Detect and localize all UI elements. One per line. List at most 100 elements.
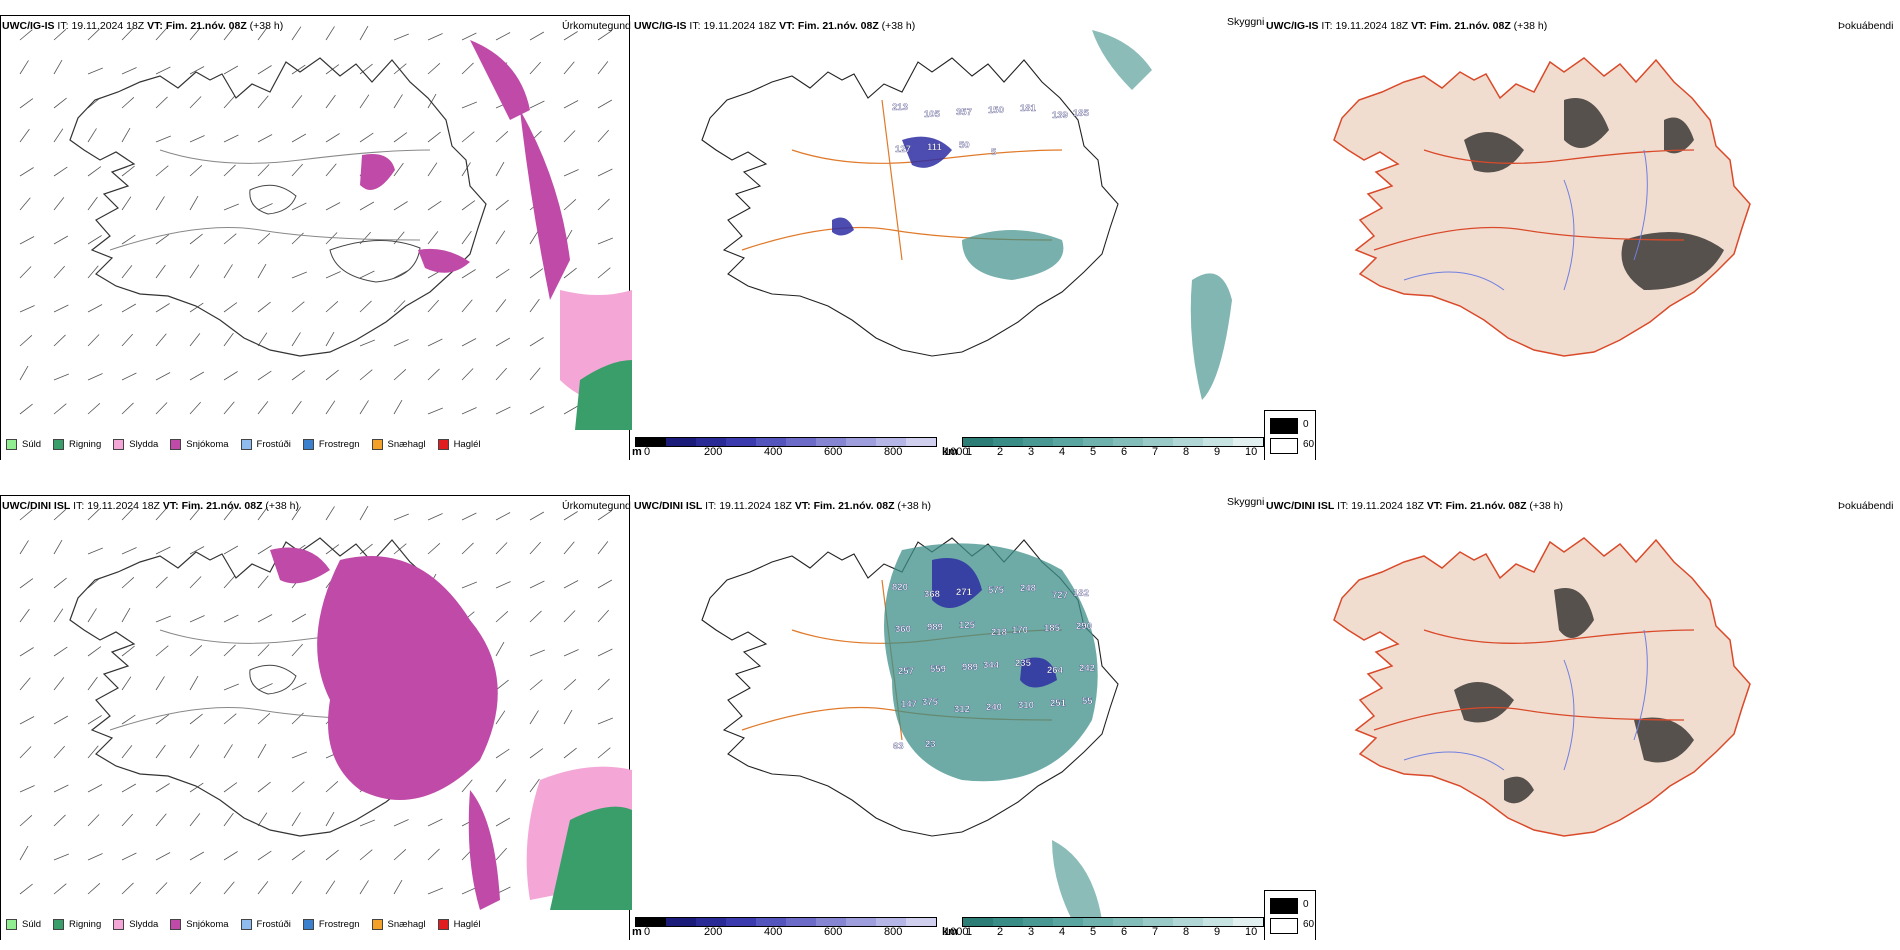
ceiling-value-label: 150	[988, 105, 1004, 116]
ceiling-value-label: 290	[1076, 621, 1092, 632]
wind-barb	[563, 267, 577, 279]
wind-barb	[189, 401, 201, 415]
wind-barb	[53, 509, 67, 521]
fog-indicator-area	[1504, 776, 1534, 804]
wind-barb	[87, 265, 99, 279]
legend-item: Súld	[6, 439, 41, 450]
colorbar-cell	[636, 438, 666, 446]
wind-barb	[87, 608, 97, 623]
wind-barb	[461, 407, 477, 415]
ceiling-value-label: 312	[954, 704, 970, 715]
wind-barb	[53, 577, 67, 589]
wind-barb	[257, 713, 271, 725]
wind-barb	[563, 541, 575, 555]
wind-barb	[189, 881, 201, 895]
precip-title: Úrkomutegund	[562, 20, 631, 32]
legend-swatch	[437, 439, 449, 450]
wind-barb	[427, 887, 443, 895]
roads	[1373, 629, 1695, 731]
wind-barb	[529, 580, 545, 589]
wind-barb	[461, 230, 472, 245]
model-name: UWC/DINI ISL	[2, 500, 71, 512]
wind-barb	[121, 645, 135, 657]
wind-barb	[53, 677, 65, 691]
precip-panel-top: UWC/IG-IS IT: 19.11.2024 18Z VT: Fim. 21…	[0, 0, 632, 460]
wind-barb	[53, 265, 65, 279]
wind-barb	[189, 96, 202, 109]
wind-barb	[257, 575, 269, 589]
wind-barb	[325, 331, 335, 347]
legend-item: Rigning	[53, 919, 101, 930]
wind-barb	[189, 645, 203, 657]
wind-barb	[461, 338, 477, 347]
legend-label: Snæhagl	[387, 919, 426, 930]
wind-barb	[155, 264, 166, 279]
legend-item: Slydda	[113, 439, 158, 450]
wind-barb	[393, 94, 403, 109]
wind-barb	[121, 813, 133, 827]
wind-barb	[87, 67, 103, 75]
legend-item: Snjókoma	[170, 439, 229, 450]
wind-barb	[19, 785, 35, 793]
wind-barb	[461, 200, 476, 211]
snow-area	[468, 790, 500, 910]
wind-barb	[393, 162, 404, 177]
wind-barb	[53, 715, 69, 725]
wind-barb	[529, 406, 545, 415]
fog-title: Þokuábendi	[1838, 20, 1894, 32]
wind-barb	[393, 300, 406, 313]
wind-barb	[53, 128, 64, 143]
ceiling-value-label: 344	[983, 660, 1000, 671]
legend-swatch	[113, 439, 125, 450]
it-label: IT:	[57, 20, 69, 32]
wind-barb	[155, 813, 167, 827]
wind-barb	[189, 371, 205, 381]
wind-barb	[291, 880, 302, 895]
wind-barb	[223, 575, 235, 589]
wind-barb	[291, 812, 301, 827]
wind-barb	[359, 94, 370, 109]
wind-barb	[19, 403, 33, 415]
land-area	[1333, 57, 1751, 357]
wind-barb	[325, 232, 338, 245]
wind-barb	[461, 62, 474, 75]
legend-item: Slydda	[113, 919, 158, 930]
wind-barb	[189, 195, 199, 211]
wind-barb	[87, 166, 102, 177]
wind-barb	[189, 165, 203, 177]
wind-barb	[53, 814, 66, 827]
wind-barb	[155, 576, 168, 589]
ceiling-value-label: 360	[895, 624, 911, 635]
vt-value: Fim. 21.nóv. 08Z	[1429, 20, 1511, 32]
ceiling-value-label: 251	[1050, 698, 1067, 709]
legend-swatch	[437, 919, 449, 930]
wind-barb	[495, 779, 507, 793]
wind-barb	[291, 95, 303, 109]
fog-indicator-area	[1621, 232, 1724, 290]
ceiling-value-label: 182	[1073, 588, 1089, 599]
scale-unit: m	[632, 926, 642, 938]
wind-barb	[223, 233, 237, 245]
wind-barb	[597, 747, 611, 759]
scale-tick-label: 0	[644, 926, 651, 938]
wind-barb	[495, 710, 506, 725]
wind-barb	[53, 29, 67, 41]
wind-barb	[19, 167, 34, 177]
scale-tick-label: 7	[1152, 446, 1159, 458]
colorbar-cell	[906, 918, 936, 926]
coastline	[701, 57, 1119, 357]
fog-panel-bottom: UWC/DINI ISL IT: 19.11.2024 18Z VT: Fim.…	[1264, 480, 1896, 940]
colorbar-cell	[1143, 438, 1173, 446]
wind-barb	[393, 33, 409, 41]
colorbar-cell	[1143, 918, 1173, 926]
wind-barb	[427, 200, 442, 211]
wind-barb	[597, 510, 612, 521]
wind-barb	[461, 887, 477, 895]
wind-barb	[223, 713, 237, 725]
wind-barb	[563, 649, 579, 657]
cloud-panel-bottom: 820 368 271 575 248 727 182 360 989 125 218 170 185 2…	[632, 480, 1264, 940]
ceiling-value-label: 235	[1015, 658, 1032, 669]
wind-barb	[87, 334, 100, 347]
wind-barb	[563, 511, 578, 521]
wind-barb	[223, 744, 233, 759]
